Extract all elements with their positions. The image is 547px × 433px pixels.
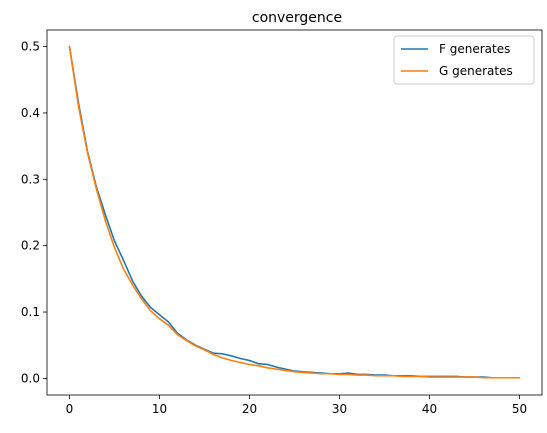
y-tick-label: 0.3 <box>21 172 40 186</box>
x-axis: 0 10 20 30 40 50 <box>66 395 527 416</box>
series-layer <box>68 45 521 379</box>
y-tick-label: 0.2 <box>21 239 40 253</box>
x-tick-label: 50 <box>512 402 527 416</box>
x-tick-label: 40 <box>422 402 437 416</box>
y-tick-label: 0.0 <box>21 371 40 385</box>
series-line-2 <box>68 45 521 379</box>
legend-label-2: G generates <box>439 64 513 78</box>
x-tick-label: 20 <box>242 402 257 416</box>
legend-label-1: F generates <box>439 42 510 56</box>
legend: F generates G generates <box>393 35 535 85</box>
x-tick-label: 0 <box>66 402 74 416</box>
legend-box <box>393 35 535 85</box>
plot-frame <box>46 29 543 396</box>
y-tick-label: 0.1 <box>21 305 40 319</box>
x-tick-label: 10 <box>152 402 167 416</box>
y-tick-label: 0.5 <box>21 40 40 54</box>
x-tick-label: 30 <box>332 402 347 416</box>
y-tick-label: 0.4 <box>21 106 40 120</box>
y-axis: 0.0 0.1 0.2 0.3 0.4 0.5 <box>21 40 47 385</box>
series-line-1 <box>68 45 521 379</box>
chart-title: convergence <box>252 10 342 26</box>
